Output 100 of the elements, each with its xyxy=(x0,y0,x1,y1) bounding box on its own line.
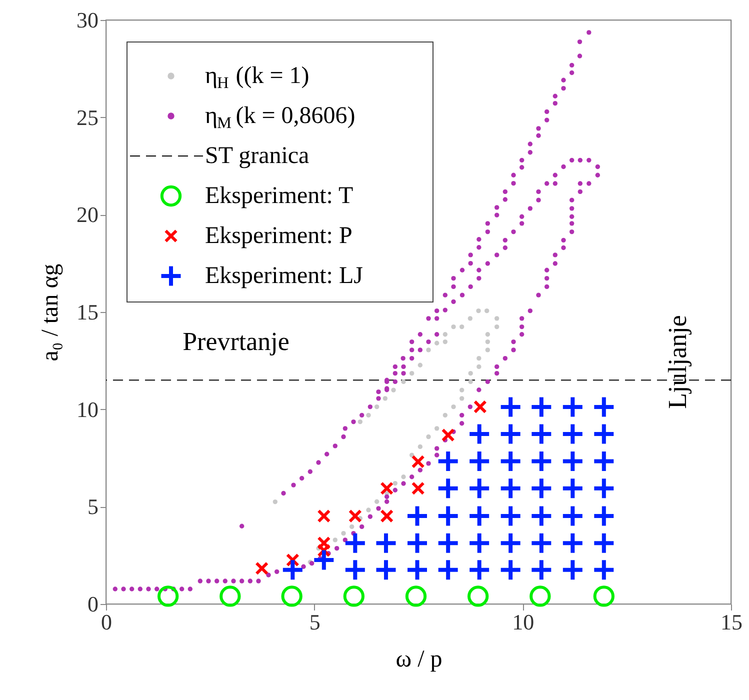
annotation: Prevrtanje xyxy=(182,327,290,356)
point xyxy=(343,586,364,607)
x-axis-title: ω / p xyxy=(396,646,442,672)
point xyxy=(468,531,492,555)
point xyxy=(374,404,380,410)
point xyxy=(494,316,500,321)
point xyxy=(593,586,614,607)
point xyxy=(281,586,302,607)
point xyxy=(418,362,423,368)
point xyxy=(409,370,414,376)
x-tick-label: 15 xyxy=(720,610,742,634)
point xyxy=(366,508,371,512)
point xyxy=(358,419,363,424)
point xyxy=(530,395,554,419)
point xyxy=(592,422,616,446)
point xyxy=(442,412,448,418)
y-tick-label: 25 xyxy=(76,104,98,130)
x-tick-label: 10 xyxy=(512,610,534,634)
point xyxy=(405,586,427,607)
point xyxy=(441,428,455,442)
point xyxy=(332,538,338,542)
point xyxy=(401,379,406,384)
point xyxy=(220,586,241,607)
point xyxy=(451,324,456,330)
point xyxy=(436,558,460,582)
point xyxy=(411,482,425,496)
point xyxy=(374,558,398,582)
point xyxy=(255,562,269,576)
y-tick-label: 20 xyxy=(76,202,98,228)
point xyxy=(280,558,304,582)
point xyxy=(560,558,584,582)
point xyxy=(485,332,490,337)
point xyxy=(374,499,380,504)
point xyxy=(459,388,464,392)
point xyxy=(312,548,336,572)
point xyxy=(434,426,440,431)
legend-label: ST granica xyxy=(205,143,310,169)
point xyxy=(158,586,179,607)
point xyxy=(374,531,398,555)
y-tick-label: 10 xyxy=(76,396,98,422)
y-axis-title: a₀ / tan αg xyxy=(38,264,64,362)
point xyxy=(530,476,554,500)
point xyxy=(498,395,522,419)
y-tick-label: 15 xyxy=(76,300,98,324)
point xyxy=(530,586,551,607)
point xyxy=(530,422,554,446)
point xyxy=(476,308,481,314)
point xyxy=(451,404,456,410)
point xyxy=(468,379,473,384)
point xyxy=(391,388,396,392)
point xyxy=(560,395,584,419)
legend-label: Eksperiment: LJ xyxy=(205,263,363,289)
x-tick-label: 5 xyxy=(309,610,320,634)
point xyxy=(459,396,464,401)
point xyxy=(592,504,616,528)
point xyxy=(382,396,388,401)
point xyxy=(434,340,440,346)
y-tick-label: 0 xyxy=(88,592,98,616)
point xyxy=(592,558,616,582)
point xyxy=(592,395,616,419)
point xyxy=(560,422,584,446)
point xyxy=(426,348,431,352)
point xyxy=(485,348,490,352)
point xyxy=(348,509,362,523)
point xyxy=(494,324,500,330)
point xyxy=(341,530,346,536)
point xyxy=(485,339,490,344)
point xyxy=(560,531,584,555)
point xyxy=(401,474,406,480)
point xyxy=(317,536,331,550)
point xyxy=(498,504,522,528)
point xyxy=(484,308,490,314)
point xyxy=(392,480,398,486)
point xyxy=(436,504,460,528)
point xyxy=(468,422,492,446)
point xyxy=(476,356,482,361)
point xyxy=(476,364,482,370)
point xyxy=(380,482,394,496)
point xyxy=(468,370,473,376)
point xyxy=(530,558,554,582)
point xyxy=(498,558,522,582)
point xyxy=(411,454,425,468)
point xyxy=(468,476,492,500)
legend-label: Eksperiment: P xyxy=(205,223,352,249)
point xyxy=(459,324,464,330)
point xyxy=(349,524,354,530)
legend-label: Eksperiment: T xyxy=(205,183,354,209)
point xyxy=(560,476,584,500)
point xyxy=(343,558,367,582)
point xyxy=(530,531,554,555)
point xyxy=(592,476,616,500)
point xyxy=(380,509,394,523)
point xyxy=(366,412,371,418)
point xyxy=(418,444,423,450)
point xyxy=(343,531,367,555)
point xyxy=(317,509,331,523)
point xyxy=(468,504,492,528)
point xyxy=(442,332,448,337)
y-tick-label: 5 xyxy=(88,494,98,520)
point xyxy=(406,504,429,528)
